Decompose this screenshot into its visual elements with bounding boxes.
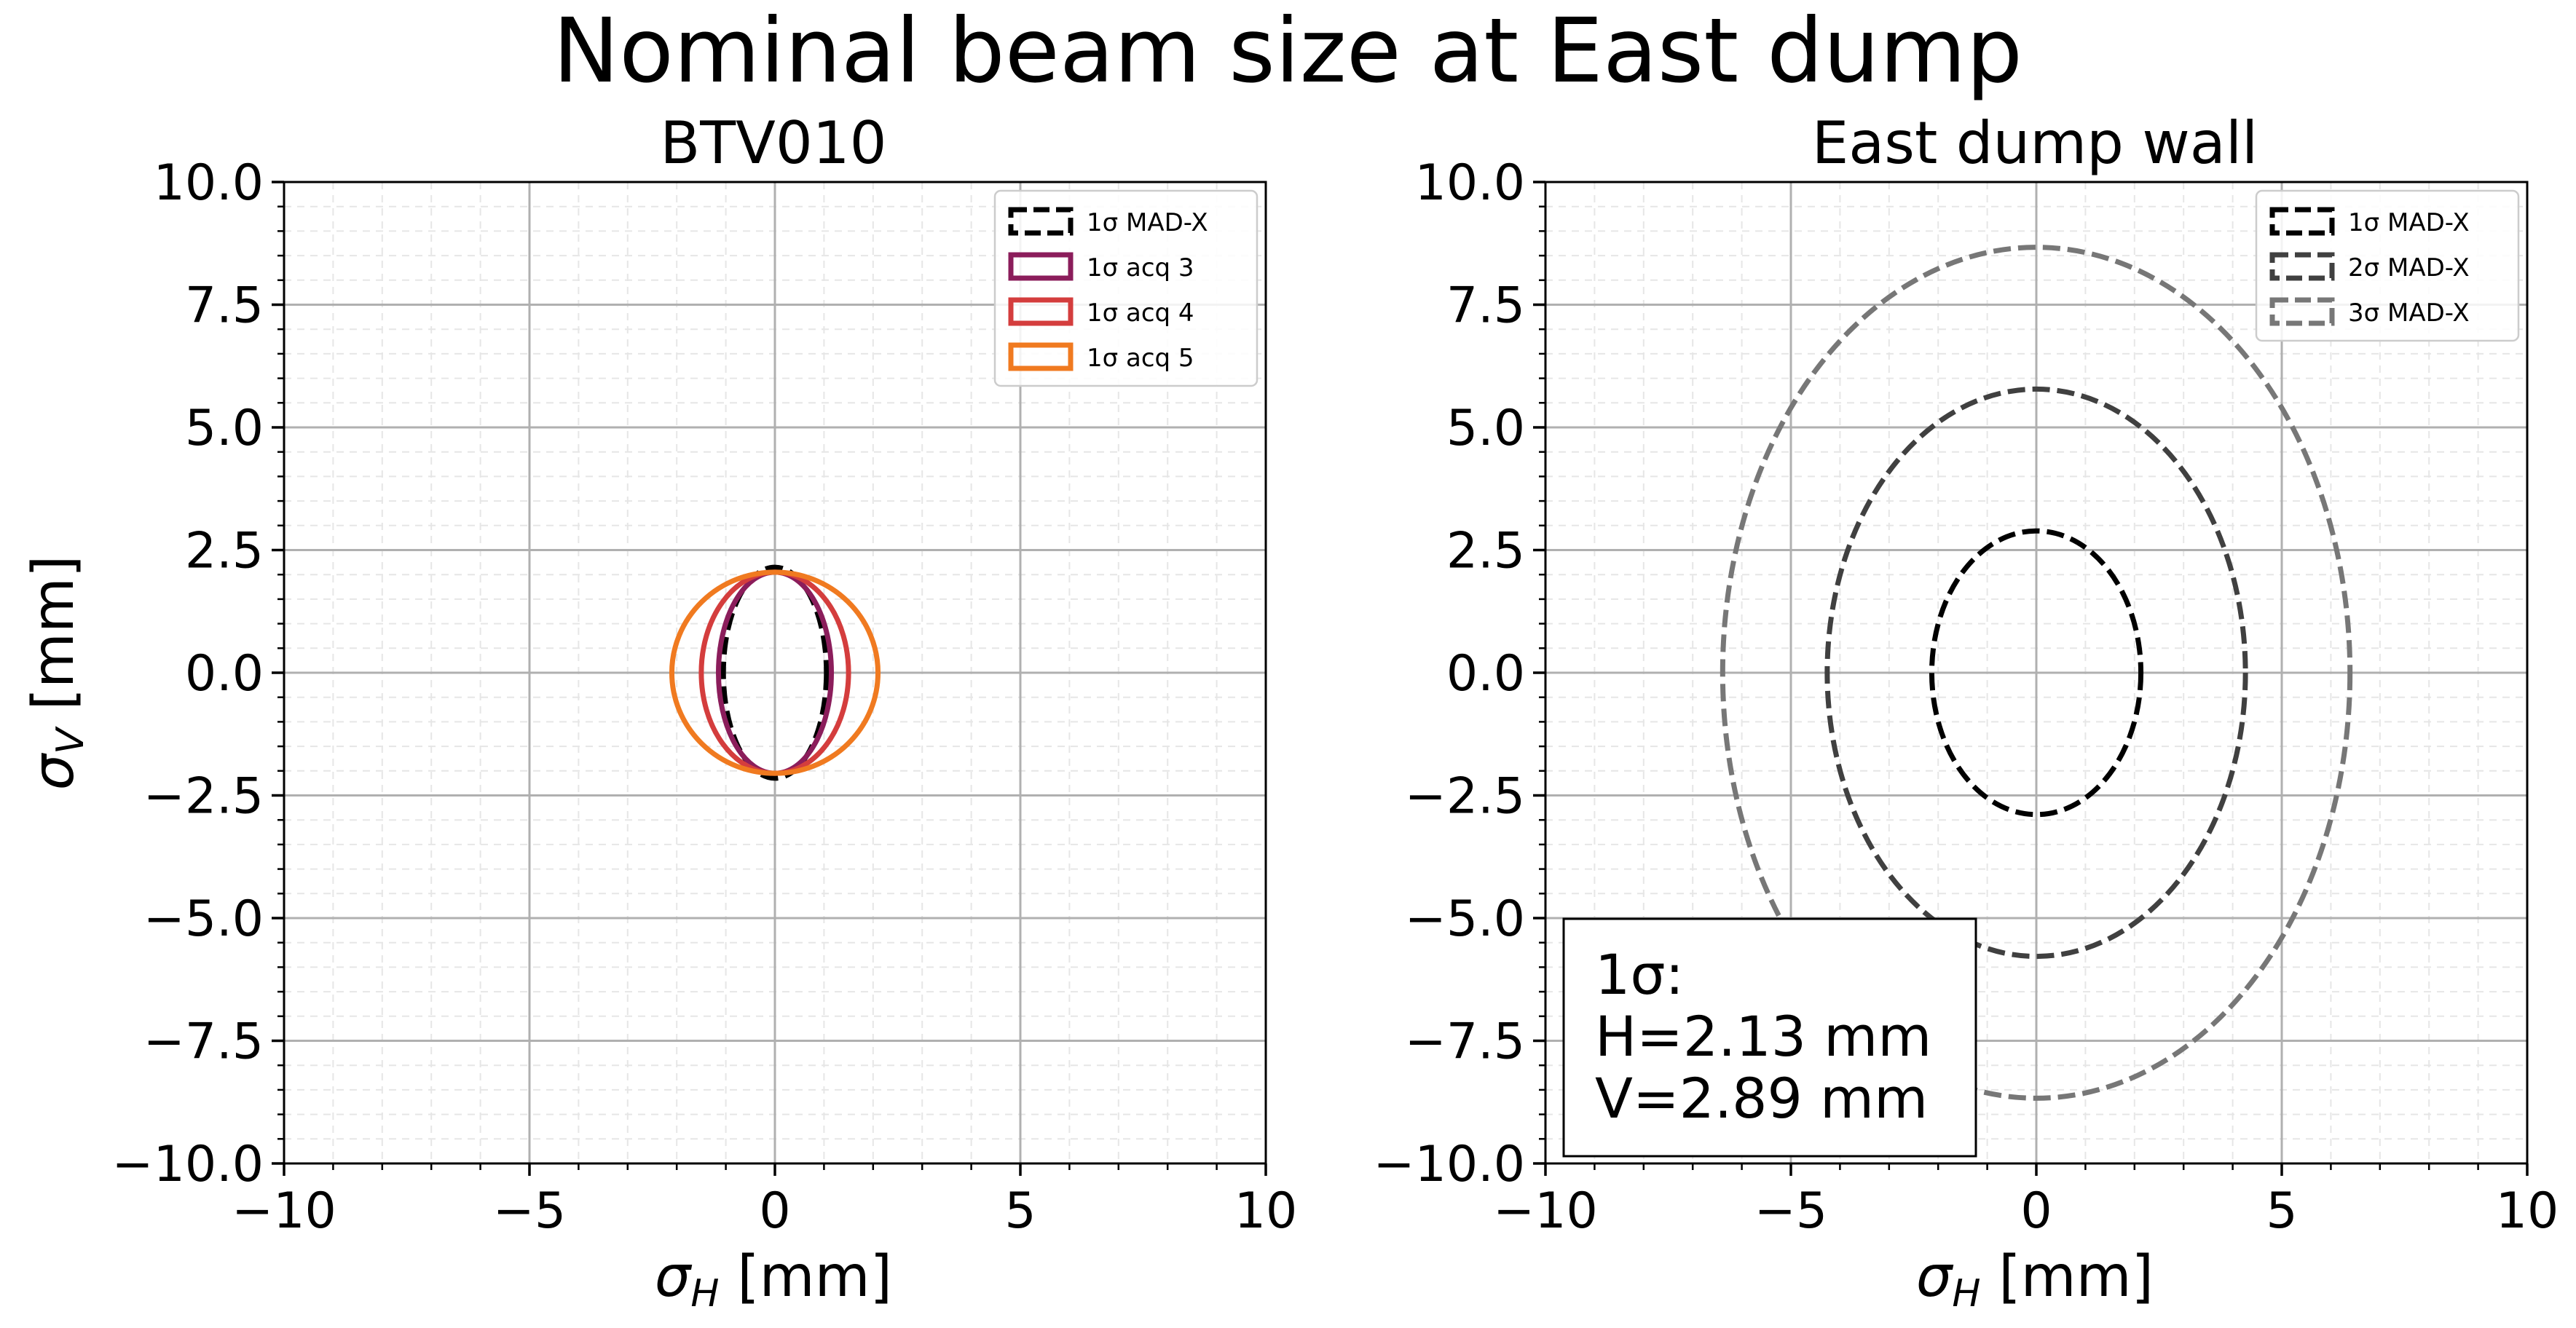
x-axis-label-east-dump-wall: σH [mm] [1916, 1244, 2154, 1316]
ellipse-series [720, 564, 830, 781]
legend-box [2255, 189, 2520, 342]
y-tick-label: 0.0 [1446, 645, 1525, 703]
legend-label: 1σ MAD-X [2348, 208, 2470, 237]
y-tick-label: −2.5 [1405, 768, 1525, 826]
y-tick-label: −5.0 [1405, 890, 1525, 948]
y-tick-label: 5.0 [185, 400, 264, 457]
legend-swatch [2269, 207, 2335, 236]
ellipse-series [1929, 528, 2144, 818]
summary-annotation: 1σ: H=2.13 mm V=2.89 mm [1562, 917, 1977, 1158]
x-axis-label-btv010: σH [mm] [655, 1244, 892, 1316]
annotation-line-v: V=2.89 mm [1595, 1066, 1928, 1131]
ticks-btv010: −10 −5 0 5 10 −10.0 −7.5 −5.0 −2.5 0.0 2.5 5.0 7.5 10… [112, 154, 1298, 1240]
y-tick-label: 10.0 [1415, 154, 1525, 212]
ellipse-series [669, 569, 881, 776]
y-tick-label: 2.5 [185, 523, 264, 580]
annotation-line-h: H=2.13 mm [1595, 1004, 1931, 1069]
legend-swatch [2269, 252, 2335, 281]
y-tick-label: 7.5 [1446, 277, 1525, 335]
y-tick-label: 2.5 [1446, 523, 1525, 580]
panel-btv010: BTV010 −10 −5 0 5 10 −10.0 −7.5 −5.0 −2.5 0.0 2.5 5… [21, 109, 1297, 1316]
legend-label: 3σ MAD-X [2348, 299, 2470, 328]
legend-swatch [1008, 252, 1074, 281]
y-tick-label: 7.5 [185, 277, 264, 335]
panel-east-dump-wall: East dump wall −10 −5 0 5 10 −10.0 −7.5 −5.0 −2.… [1374, 109, 2559, 1316]
x-tick-label: 5 [2266, 1182, 2297, 1240]
annotation-line-sigma: 1σ: [1595, 942, 1684, 1007]
legend-east-dump-wall: 1σ MAD-X 2σ MAD-X 3σ MAD-X [2255, 189, 2520, 342]
x-tick-label: 10 [1234, 1182, 1298, 1240]
ticks-east-dump-wall: −10 −5 0 5 10 −10.0 −7.5 −5.0 −2.5 0.0 2.5 5.0 7.5 10… [1374, 154, 2559, 1240]
x-tick-label: 10 [2496, 1182, 2559, 1240]
y-tick-label: 5.0 [1446, 400, 1525, 457]
y-tick-label: −7.5 [143, 1013, 264, 1071]
x-tick-label: 0 [2020, 1182, 2052, 1240]
y-tick-label: 0.0 [185, 645, 264, 703]
y-tick-label: −2.5 [143, 768, 264, 826]
legend-swatch [2269, 297, 2335, 326]
y-tick-label: 10.0 [154, 154, 264, 212]
panel-title-btv010: BTV010 [660, 109, 886, 177]
x-tick-label: −10 [232, 1182, 336, 1240]
legend-label: 2σ MAD-X [2348, 253, 2470, 282]
ellipse-series [1824, 386, 2248, 960]
legend-box [993, 189, 1259, 387]
y-tick-label: −5.0 [143, 890, 264, 948]
figure-title: Nominal beam size at East dump [553, 0, 2022, 103]
grid-east-dump-wall [1544, 181, 2529, 1165]
x-tick-label: 0 [759, 1182, 790, 1240]
annotation-box [1562, 917, 1977, 1158]
ellipses-btv010 [669, 564, 881, 781]
legend-btv010: 1σ MAD-X 1σ acq 3 1σ acq 4 1σ acq 5 [993, 189, 1259, 387]
legend-label: 1σ acq 4 [1087, 299, 1194, 328]
x-tick-label: −10 [1493, 1182, 1598, 1240]
y-axis-label-btv010: σV [mm] [21, 556, 92, 791]
legend-label: 1σ acq 3 [1087, 253, 1194, 282]
x-tick-label: −5 [1754, 1182, 1827, 1240]
ellipses-east-dump-wall [1720, 245, 2353, 1101]
x-tick-label: 5 [1004, 1182, 1036, 1240]
y-tick-label: −10.0 [112, 1136, 264, 1193]
legend-swatch [1008, 207, 1074, 236]
legend-swatch [1008, 297, 1074, 326]
grid-btv010 [283, 181, 1267, 1165]
ellipse-series [1720, 245, 2353, 1101]
panel-title-east-dump-wall: East dump wall [1812, 109, 2258, 177]
legend-swatch [1008, 342, 1074, 371]
y-tick-label: −10.0 [1374, 1136, 1525, 1193]
y-tick-label: −7.5 [1405, 1013, 1525, 1071]
legend-label: 1σ acq 5 [1087, 344, 1194, 373]
x-tick-label: −5 [493, 1182, 566, 1240]
legend-label: 1σ MAD-X [1087, 208, 1208, 237]
